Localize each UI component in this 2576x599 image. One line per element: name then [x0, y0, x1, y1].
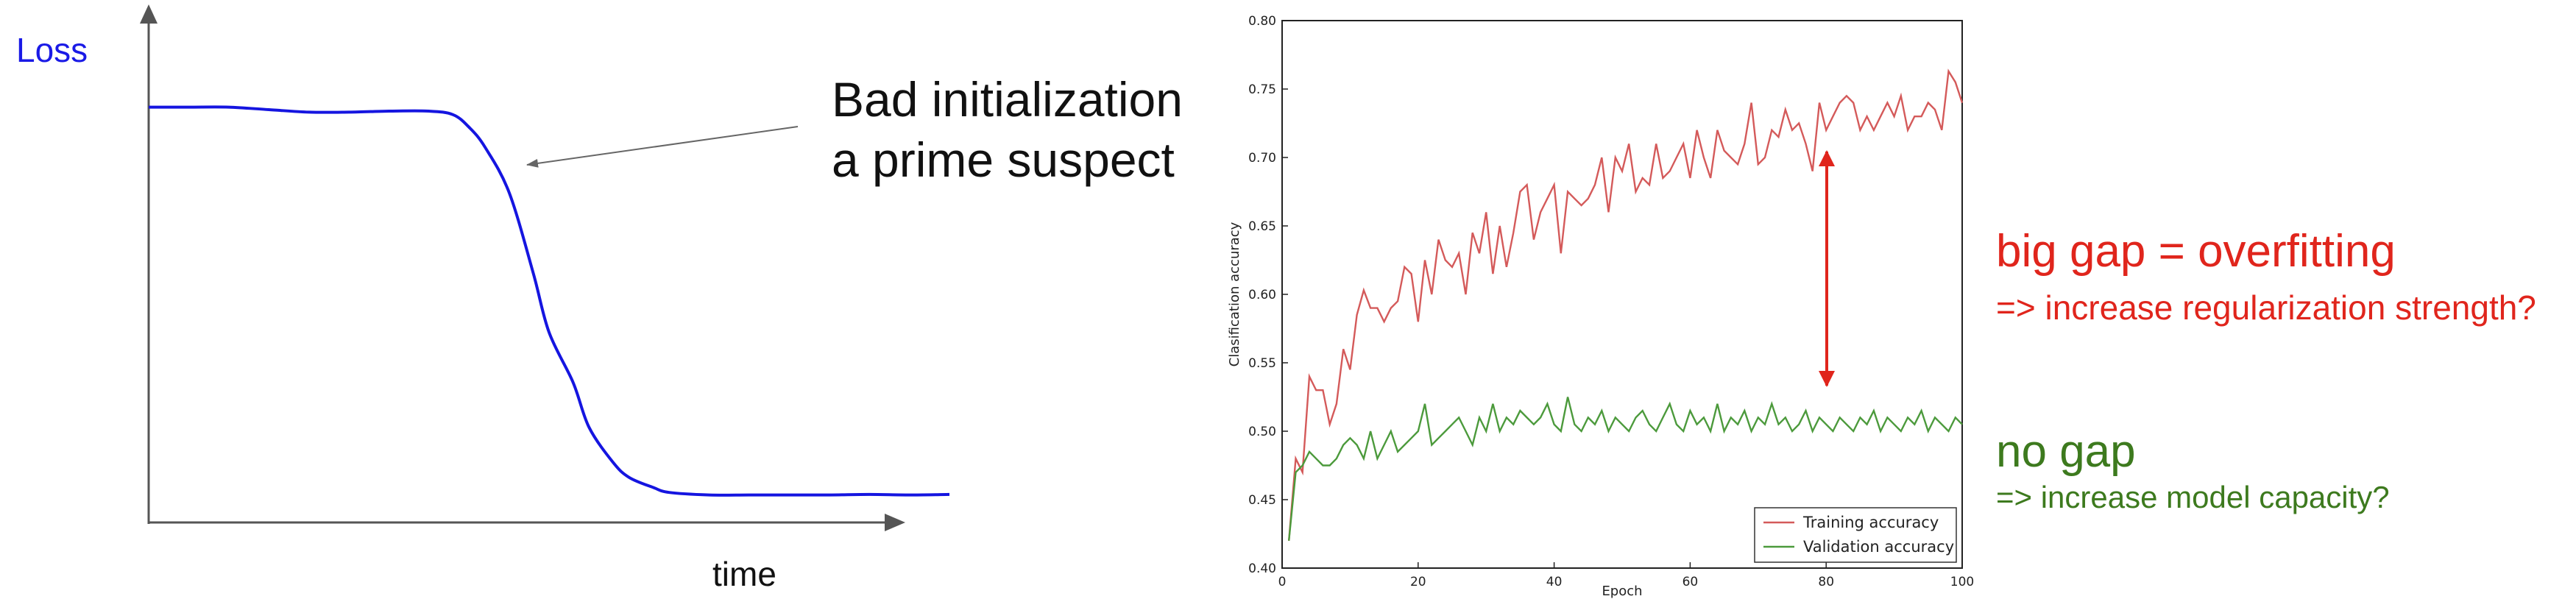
y-tick-label: 0.70: [1248, 151, 1276, 166]
loss-chart: Loss time Bad initialization a prime sus…: [16, 4, 1183, 593]
y-tick-label: 0.55: [1248, 356, 1276, 371]
y-tick-label: 0.75: [1248, 82, 1276, 97]
legend-validation-label: Validation accuracy: [1803, 538, 1954, 556]
nogap-annotation: no gap => increase model capacity?: [1996, 426, 2390, 514]
y-tick-label: 0.50: [1248, 425, 1276, 439]
nogap-hint: => increase model capacity?: [1996, 480, 2390, 514]
accuracy-y-label: Clasification accuracy: [1227, 221, 1242, 366]
x-tick-label: 40: [1546, 575, 1563, 589]
annotation-arrow: [526, 126, 799, 168]
y-tick-label: 0.45: [1248, 493, 1276, 508]
overfit-hint: => increase regularization strength?: [1996, 288, 2536, 327]
accuracy-ticks: 0 20 40 60 80 100 0.40 0.45 0.50 0.55 0.60 0.65 0.70…: [1248, 14, 1974, 589]
y-tick-label: 0.40: [1248, 561, 1276, 576]
training-accuracy-line: [1288, 68, 1964, 541]
loss-y-axis-arrowhead: [140, 4, 158, 24]
x-tick-label: 100: [1950, 575, 1974, 589]
nogap-title: no gap: [1996, 426, 2136, 477]
accuracy-x-label: Epoch: [1602, 584, 1642, 599]
accuracy-plot-frame: [1281, 20, 1963, 569]
validation-accuracy-line: [1288, 397, 1963, 541]
legend-box: [1754, 507, 1957, 563]
time-x-label: time: [712, 555, 776, 593]
loss-y-label: Loss: [16, 31, 88, 69]
y-tick-label: 0.80: [1248, 14, 1276, 29]
accuracy-legend: Training accuracy Validation accuracy: [1754, 507, 1957, 563]
overfit-annotation: big gap = overfitting => increase regula…: [1996, 226, 2536, 327]
y-tick-label: 0.65: [1248, 219, 1276, 234]
x-tick-label: 20: [1410, 575, 1426, 589]
y-tick-label: 0.60: [1248, 288, 1276, 302]
overfit-title: big gap = overfitting: [1996, 226, 2396, 277]
x-tick-label: 0: [1278, 575, 1287, 589]
loss-x-axis-arrowhead: [885, 514, 905, 531]
x-tick-label: 80: [1818, 575, 1834, 589]
annotation-line-2: a prime suspect: [832, 132, 1175, 187]
annotation-line-1: Bad initialization: [832, 72, 1183, 127]
loss-curve: [148, 105, 950, 497]
accuracy-chart: 0 20 40 60 80 100 0.40 0.45 0.50 0.55 0.60 0.65 0.70…: [1227, 14, 1974, 599]
x-tick-label: 60: [1682, 575, 1699, 589]
overfit-hint-text: => increase regularization strength?: [1996, 288, 2536, 327]
legend-training-label: Training accuracy: [1802, 514, 1939, 531]
